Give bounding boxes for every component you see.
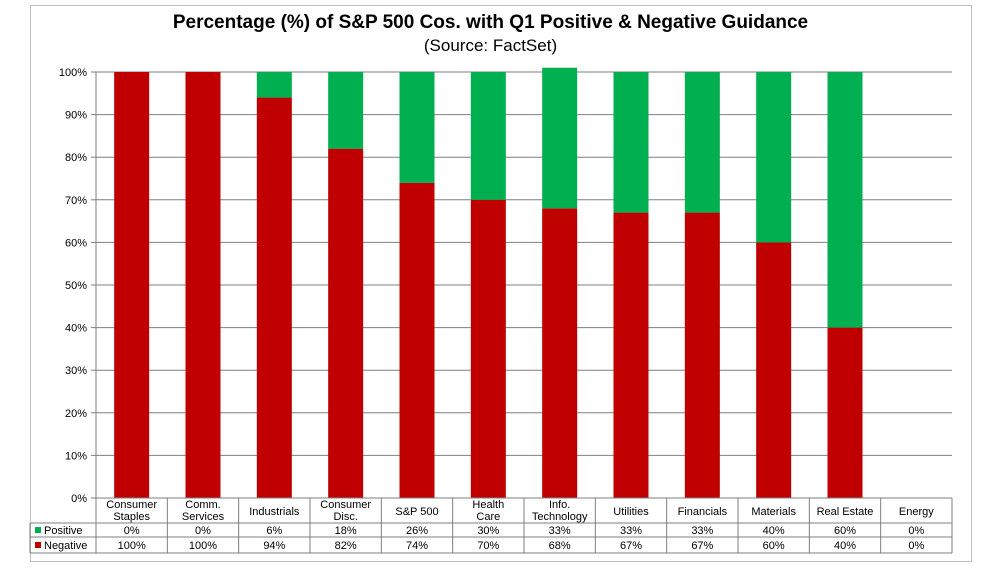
y-tick-label: 50% [65, 280, 87, 292]
data-label-negative: 40% [834, 540, 856, 552]
category-label: Consumer [106, 499, 157, 511]
category-label: Industrials [249, 506, 300, 518]
category-label: Health [472, 499, 504, 511]
y-tick-label: 40% [65, 323, 87, 335]
category-label: Comm. [185, 499, 220, 511]
category-label: Technology [532, 511, 588, 523]
bar-negative [756, 242, 792, 498]
bar-positive [470, 72, 506, 200]
bar-positive [684, 72, 720, 213]
y-tick-label: 20% [65, 408, 87, 420]
data-label-positive: 40% [763, 525, 785, 537]
category-label: Energy [899, 506, 934, 518]
data-label-positive: 0% [908, 525, 924, 537]
data-label-positive: 33% [620, 525, 642, 537]
data-label-negative: 60% [763, 540, 785, 552]
bar-positive [613, 72, 649, 213]
data-label-negative: 100% [118, 540, 146, 552]
bar-positive [756, 72, 792, 243]
category-label: Utilities [613, 506, 649, 518]
data-label-positive: 18% [335, 525, 357, 537]
category-label: Disc. [333, 511, 357, 523]
legend-label-positive: Positive [44, 525, 83, 537]
category-label: Info. [549, 499, 570, 511]
bar-negative [256, 97, 292, 498]
legend-key-positive [35, 527, 41, 533]
category-label: Real Estate [817, 506, 874, 518]
data-label-positive: 26% [406, 525, 428, 537]
bar-negative [328, 148, 364, 498]
bar-positive [399, 72, 435, 183]
category-label: Consumer [320, 499, 371, 511]
data-label-negative: 70% [477, 540, 499, 552]
data-label-positive: 0% [124, 525, 140, 537]
data-label-positive: 60% [834, 525, 856, 537]
y-tick-label: 70% [65, 195, 87, 207]
y-tick-label: 80% [65, 152, 87, 164]
category-label: Care [476, 511, 500, 523]
bar-negative [114, 72, 150, 498]
bar-positive [328, 72, 364, 149]
data-label-positive: 33% [549, 525, 571, 537]
bar-negative [613, 212, 649, 498]
category-label: Staples [113, 511, 150, 523]
bar-positive [542, 67, 578, 209]
y-tick-label: 10% [65, 450, 87, 462]
bar-negative [399, 182, 435, 498]
y-tick-label: 0% [71, 493, 87, 505]
bar-negative [827, 327, 863, 498]
bar-positive [827, 72, 863, 328]
category-label: S&P 500 [395, 506, 438, 518]
legend-label-negative: Negative [44, 540, 87, 552]
legend-key-negative [35, 542, 41, 548]
category-label: Services [182, 511, 225, 523]
y-tick-label: 90% [65, 110, 87, 122]
chart-title: Percentage (%) of S&P 500 Cos. with Q1 P… [172, 12, 809, 33]
y-tick-label: 60% [65, 237, 87, 249]
data-label-positive: 33% [691, 525, 713, 537]
bar-negative [185, 72, 221, 498]
bar-negative [684, 212, 720, 498]
data-label-negative: 0% [908, 540, 924, 552]
data-label-negative: 74% [406, 540, 428, 552]
data-label-positive: 30% [477, 525, 499, 537]
bar-negative [470, 199, 506, 499]
data-label-negative: 67% [620, 540, 642, 552]
chart-subtitle: (Source: FactSet) [423, 36, 558, 55]
data-label-negative: 67% [691, 540, 713, 552]
bar-negative [542, 208, 578, 498]
data-label-positive: 0% [195, 525, 211, 537]
data-label-negative: 68% [549, 540, 571, 552]
data-label-negative: 82% [335, 540, 357, 552]
data-label-negative: 100% [189, 540, 217, 552]
y-tick-label: 100% [59, 67, 87, 79]
bar-positive [256, 72, 292, 98]
category-label: Financials [678, 506, 728, 518]
y-tick-label: 30% [65, 365, 87, 377]
category-label: Materials [751, 506, 796, 518]
data-label-positive: 6% [266, 525, 282, 537]
data-label-negative: 94% [263, 540, 285, 552]
